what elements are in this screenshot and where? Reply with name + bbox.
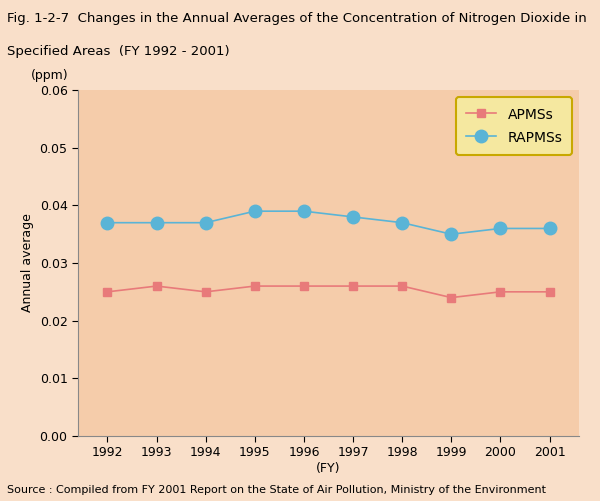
APMSs <box>153 283 160 289</box>
Line: RAPMSs: RAPMSs <box>101 205 556 240</box>
RAPMSs <box>546 225 553 231</box>
RAPMSs <box>497 225 504 231</box>
RAPMSs <box>202 219 209 225</box>
RAPMSs <box>349 214 356 220</box>
APMSs <box>497 289 504 295</box>
APMSs <box>301 283 308 289</box>
RAPMSs <box>153 219 160 225</box>
RAPMSs <box>104 219 111 225</box>
RAPMSs <box>398 219 406 225</box>
APMSs <box>546 289 553 295</box>
APMSs <box>398 283 406 289</box>
APMSs <box>202 289 209 295</box>
APMSs <box>448 295 455 301</box>
Text: (ppm): (ppm) <box>31 69 68 82</box>
RAPMSs <box>251 208 259 214</box>
X-axis label: (FY): (FY) <box>316 462 341 475</box>
APMSs <box>251 283 259 289</box>
RAPMSs <box>301 208 308 214</box>
Legend: APMSs, RAPMSs: APMSs, RAPMSs <box>456 97 572 154</box>
Text: Specified Areas  (FY 1992 - 2001): Specified Areas (FY 1992 - 2001) <box>7 45 230 58</box>
RAPMSs <box>448 231 455 237</box>
Y-axis label: Annual average: Annual average <box>21 213 34 313</box>
APMSs <box>349 283 356 289</box>
Line: APMSs: APMSs <box>103 282 554 302</box>
APMSs <box>104 289 111 295</box>
Text: Source : Compiled from FY 2001 Report on the State of Air Pollution, Ministry of: Source : Compiled from FY 2001 Report on… <box>7 485 546 495</box>
Text: Fig. 1-2-7  Changes in the Annual Averages of the Concentration of Nitrogen Diox: Fig. 1-2-7 Changes in the Annual Average… <box>7 12 587 25</box>
